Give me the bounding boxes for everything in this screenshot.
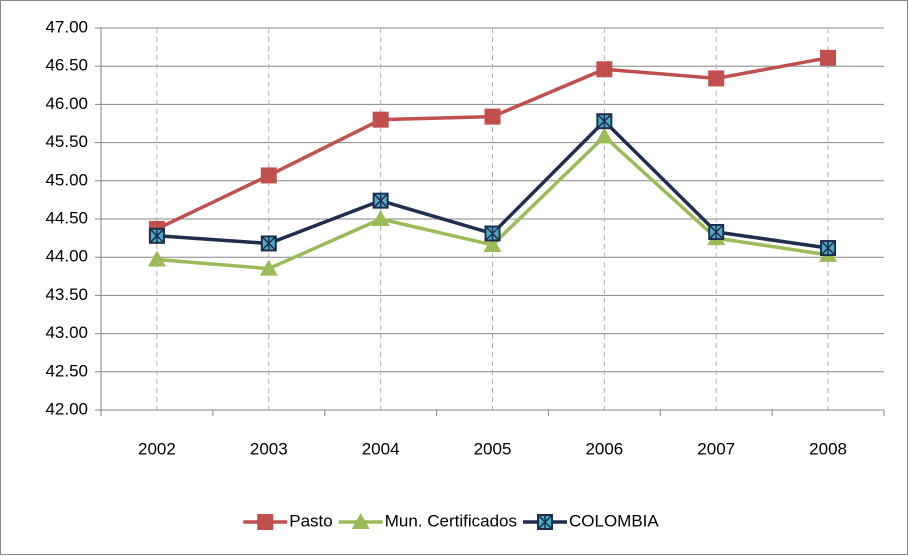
marker [257, 514, 274, 530]
marker [484, 108, 501, 125]
marker-cross [820, 240, 836, 256]
legend-label: Pasto [289, 511, 332, 530]
x-tick-label: 2006 [585, 439, 623, 458]
y-tick-label: 44.00 [45, 247, 88, 266]
marker-cross [537, 514, 553, 530]
x-tick-label: 2008 [809, 439, 847, 458]
marker-cross [261, 235, 277, 251]
marker [596, 113, 613, 130]
marker [371, 210, 390, 226]
y-tick-label: 43.50 [45, 285, 88, 304]
y-tick-label: 46.50 [45, 56, 88, 75]
legend-label: Mun. Certificados [385, 511, 517, 530]
marker [372, 111, 389, 128]
marker-cross [596, 113, 612, 129]
x-tick-label: 2007 [697, 439, 735, 458]
marker [484, 225, 501, 242]
marker-cross [484, 225, 501, 242]
marker [820, 240, 837, 257]
marker [260, 167, 277, 184]
marker [147, 250, 166, 267]
x-tick-label: 2004 [362, 439, 400, 458]
marker [148, 227, 165, 244]
x-tick-label: 2002 [138, 439, 176, 458]
marker [537, 514, 554, 530]
marker-cross [708, 224, 724, 240]
marker [820, 49, 837, 66]
y-tick-label: 42.00 [45, 399, 88, 418]
marker-cross [373, 193, 389, 209]
legend-label: COLOMBIA [569, 511, 659, 530]
marker [708, 70, 725, 87]
marker [708, 223, 725, 240]
y-tick-label: 47.00 [45, 17, 88, 36]
marker-cross [149, 228, 165, 244]
y-tick-label: 45.00 [45, 170, 88, 189]
x-tick-label: 2005 [474, 439, 512, 458]
marker [596, 61, 613, 78]
marker [595, 127, 614, 144]
marker [351, 513, 370, 529]
marker [483, 235, 502, 252]
marker [259, 259, 278, 276]
x-tick-label: 2003 [250, 439, 288, 458]
legend: Pasto Mun. Certificados COLOMBIA [243, 511, 659, 530]
y-tick-label: 42.50 [45, 361, 88, 380]
y-tick-label: 46.00 [45, 94, 88, 113]
marker [260, 235, 277, 252]
y-tick-label: 45.50 [45, 132, 88, 151]
y-tick-label: 43.00 [45, 323, 88, 342]
y-tick-label: 44.50 [45, 208, 88, 227]
marker [372, 192, 389, 209]
